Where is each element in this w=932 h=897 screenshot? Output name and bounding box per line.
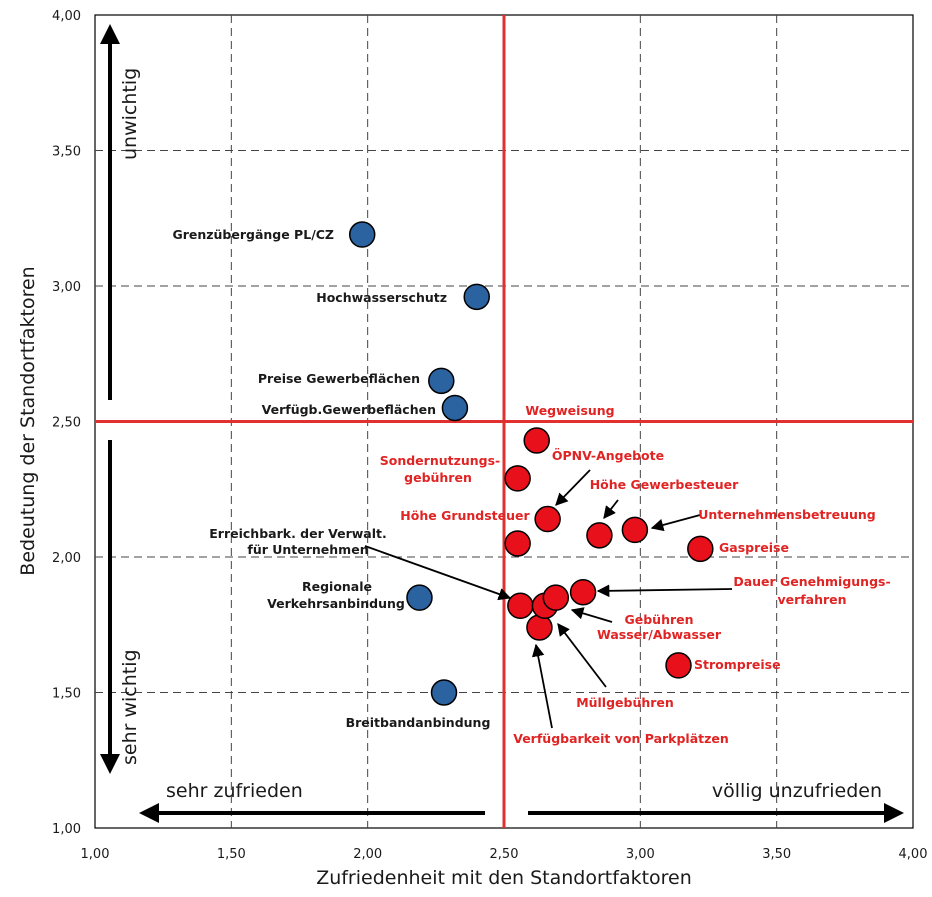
x-tick-label: 3,50: [762, 847, 791, 862]
data-point-red: [621, 516, 649, 544]
data-point-red: [523, 427, 550, 454]
data-point-blue: [406, 584, 433, 611]
reference-lines: [95, 15, 913, 828]
callout-arrow-unternehmens: [650, 514, 701, 532]
data-point-blue: [441, 394, 469, 422]
point-labels-red: Wegweisung Sondernutzungs- gebühren ÖPNV…: [380, 403, 891, 746]
point-label-breitband: Breitbandanbindung: [346, 715, 491, 730]
y-tick-label: 1,00: [52, 822, 81, 837]
x-tick-label: 3,00: [626, 847, 655, 862]
data-point-blue: [430, 679, 458, 706]
callout-arrow-gebuehren: [570, 607, 613, 623]
data-point-red: [504, 530, 531, 557]
point-label-regionale-2: Verkehrsanbindung: [267, 596, 405, 611]
data-point-red: [534, 505, 561, 533]
x-tick-label: 2,50: [490, 847, 519, 862]
data-point-red: [569, 578, 597, 606]
data-point-red: [526, 614, 553, 641]
x-tick-label: 1,50: [217, 847, 246, 862]
point-label-preise-gewerbeflaechen: Preise Gewerbeflächen: [258, 371, 420, 386]
y-tick-label: 3,00: [52, 280, 81, 295]
point-label-unternehmensbetreuung: Unternehmensbetreuung: [698, 507, 875, 522]
point-label-verfuegb-gewerbeflaechen: Verfügb.Gewerbeflächen: [262, 402, 436, 417]
x-tick-label: 2,00: [353, 847, 382, 862]
callout-arrow-oepnv: [555, 469, 591, 506]
point-label-gewerbesteuer: Höhe Gewerbesteuer: [590, 477, 739, 492]
data-point-red: [507, 592, 534, 620]
data-point-red: [687, 535, 714, 563]
point-labels: Grenzübergänge PL/CZ Hochwasserschutz Pr…: [172, 227, 490, 730]
y-tick-label: 2,00: [52, 551, 81, 566]
point-label-parkplaetze: Verfügbarkeit von Parkplätzen: [513, 731, 729, 746]
callout-arrow-gewerbesteuer: [603, 499, 619, 519]
label-sehr-wichtig: sehr wichtig: [119, 649, 141, 765]
point-label-muellgebuehren: Müllgebühren: [576, 695, 674, 710]
point-label-gebuehren-1: Gebühren: [624, 612, 693, 627]
point-label-gebuehren-2: Wasser/Abwasser: [597, 627, 722, 642]
x-tick-label: 4,00: [899, 847, 928, 862]
data-point-blue: [463, 283, 490, 311]
data-point-red: [665, 652, 692, 679]
point-label-strompreise: Strompreise: [694, 657, 781, 672]
callout-arrow-dauer: [596, 584, 733, 598]
data-point-red: [542, 584, 570, 611]
data-points: [348, 221, 714, 706]
point-label-erreichbark-1: Erreichbark. der Verwalt.: [209, 526, 386, 541]
data-point-red: [586, 522, 613, 549]
tick-labels: 1,001,00 1,50 1,50 2,00 2,00 2,50 2,50 3,00 3,00…: [52, 9, 927, 862]
data-point-red: [504, 465, 531, 492]
y-axis-title: Bedeutung der Standortfaktoren: [17, 266, 39, 575]
y-tick-label: 2,50: [52, 416, 81, 431]
label-sehr-zufrieden: sehr zufrieden: [166, 780, 303, 802]
callout-arrow-parkplaetze: [531, 643, 553, 729]
point-label-wegweisung: Wegweisung: [525, 403, 614, 418]
point-label-hochwasserschutz: Hochwasserschutz: [316, 290, 447, 305]
point-label-oepnv: ÖPNV-Angebote: [552, 448, 664, 463]
y-tick-label: 4,00: [52, 9, 81, 24]
point-label-dauer-2: verfahren: [777, 592, 846, 607]
point-label-gaspreise: Gaspreise: [719, 540, 789, 555]
point-label-regionale-1: Regionale: [302, 579, 372, 594]
point-label-sondernutzung-1: Sondernutzungs-: [380, 453, 501, 468]
data-point-blue: [348, 221, 376, 248]
label-unwichtig: unwichtig: [119, 68, 141, 160]
callout-arrow-muell: [557, 622, 607, 688]
point-label-dauer-1: Dauer Genehmigungs-: [733, 574, 890, 589]
label-voellig-unzufrieden: völlig unzufrieden: [712, 780, 882, 802]
point-label-grenzuebergaenge: Grenzübergänge PL/CZ: [172, 227, 334, 242]
data-point-blue: [428, 367, 455, 395]
x-axis-title: Zufriedenheit mit den Standortfaktoren: [316, 867, 692, 889]
callout-arrow-erreichbark: [364, 545, 512, 601]
x-tick-label: 1,00: [81, 847, 110, 862]
y-tick-label: 1,50: [52, 687, 81, 702]
point-label-erreichbark-2: für Unternehmen: [247, 542, 368, 557]
y-tick-label: 3,50: [52, 145, 81, 160]
point-label-sondernutzung-2: gebühren: [404, 470, 472, 485]
callout-arrows: [364, 469, 733, 729]
point-label-grundsteuer: Höhe Grundsteuer: [400, 508, 530, 523]
